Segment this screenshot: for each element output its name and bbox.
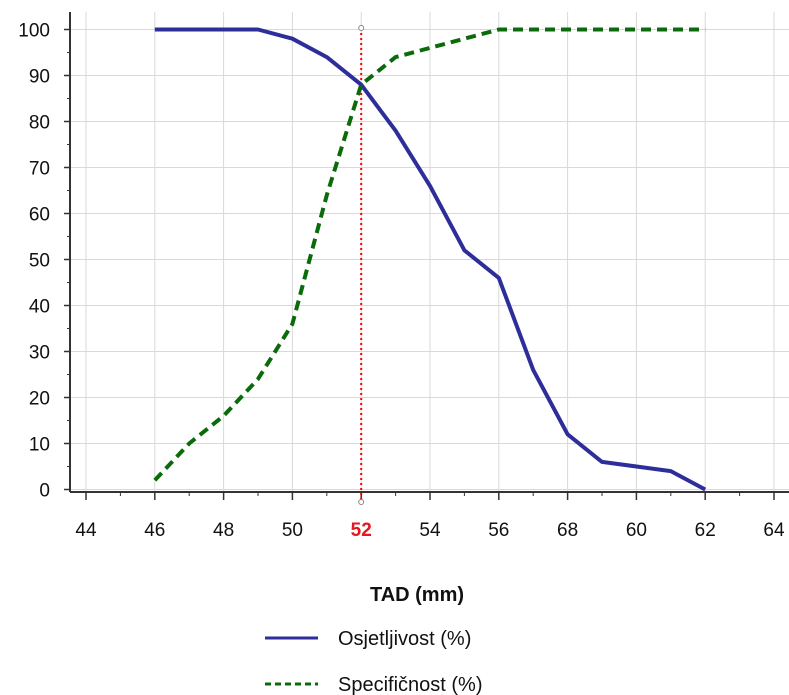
- y-tick-label: 70: [29, 159, 50, 180]
- x-tick-label: 62: [695, 520, 716, 541]
- y-axis-ticks: 0 10 20 30 40 50 60 70 80 90 100: [18, 21, 70, 502]
- y-tick-label: 0: [39, 481, 50, 502]
- cutoff-top-marker: [358, 25, 365, 31]
- x-tick-label: 44: [75, 520, 97, 541]
- y-tick-label: 100: [18, 21, 50, 42]
- specificity-line: [153, 27, 706, 482]
- x-axis-ticks: 44 46 48 50 52 54 56 68 60 62 64: [75, 492, 785, 541]
- y-tick-label: 30: [29, 343, 50, 364]
- legend: Osjetljivost (%) Specifičnost (%): [265, 628, 483, 695]
- y-tick-label: 10: [29, 435, 50, 456]
- x-tick-label: 68: [557, 520, 578, 541]
- cutoff-line: [358, 25, 365, 505]
- x-tick-label: 50: [282, 520, 303, 541]
- y-tick-label: 50: [29, 251, 50, 272]
- x-tick-label: 52: [351, 520, 372, 541]
- cutoff-bottom-marker: [358, 499, 365, 505]
- y-tick-label: 40: [29, 297, 50, 318]
- y-tick-label: 60: [29, 205, 50, 226]
- grid: [70, 12, 789, 492]
- x-tick-label: 46: [144, 520, 165, 541]
- y-tick-label: 90: [29, 67, 50, 88]
- x-axis-label: TAD (mm): [370, 584, 464, 606]
- x-tick-label: 54: [419, 520, 441, 541]
- x-tick-label: 56: [488, 520, 509, 541]
- x-tick-label: 60: [626, 520, 647, 541]
- sensitivity-line: [154, 27, 707, 492]
- legend-label: Osjetljivost (%): [338, 628, 471, 650]
- y-tick-label: 80: [29, 113, 50, 134]
- x-tick-label: 64: [763, 520, 785, 541]
- y-tick-label: 20: [29, 389, 50, 410]
- legend-label: Specifičnost (%): [338, 674, 483, 695]
- x-tick-label: 48: [213, 520, 234, 541]
- series-lines: [153, 27, 707, 492]
